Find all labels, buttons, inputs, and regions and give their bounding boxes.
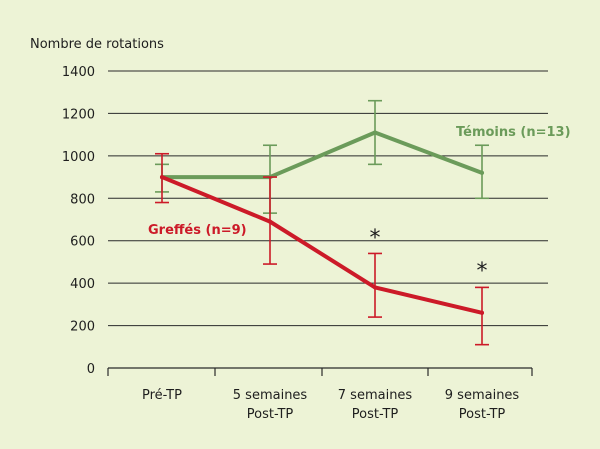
gridlines: [108, 70, 548, 327]
series-layer: Témoins (n=13) Greffés (n=9): [148, 99, 571, 346]
x-tick-label: 9 semaines Post-TP: [445, 388, 520, 422]
y-tick-label: 400: [70, 277, 95, 292]
y-tick-label: 800: [70, 192, 95, 207]
data-point: [373, 130, 377, 135]
axes: [107, 367, 533, 376]
significance-asterisk: *: [477, 259, 488, 284]
annotations: **: [370, 226, 488, 284]
data-point: [268, 219, 272, 224]
y-tick-label: 0: [87, 362, 95, 377]
data-point: [480, 170, 484, 175]
x-tick-labels: Pré-TP 5 semaines Post-TP 7 semaines Post-TP…: [142, 388, 519, 422]
x-tick-label: 5 semaines Post-TP: [233, 388, 308, 422]
y-tick-label: 600: [70, 235, 95, 250]
y-tick-labels: 0 200 400 600 800 1000 1200 1400: [62, 65, 95, 377]
y-tick-label: 1400: [62, 65, 95, 80]
series-greffes: [155, 152, 489, 346]
y-tick-label: 1000: [62, 150, 95, 165]
series-label: Greffés (n=9): [148, 223, 247, 238]
series-line: [160, 175, 484, 315]
data-point: [160, 175, 164, 180]
series-line: [160, 130, 484, 180]
x-tick-label: Pré-TP: [142, 388, 182, 403]
y-tick-label: 200: [70, 320, 95, 335]
series-label: Témoins (n=13): [456, 125, 571, 140]
data-point: [480, 310, 484, 315]
data-point: [373, 285, 377, 290]
y-axis-label: Nombre de rotations: [30, 37, 164, 52]
significance-asterisk: *: [370, 226, 381, 251]
y-tick-label: 1200: [62, 107, 95, 122]
x-tick-label: 7 semaines Post-TP: [338, 388, 413, 422]
